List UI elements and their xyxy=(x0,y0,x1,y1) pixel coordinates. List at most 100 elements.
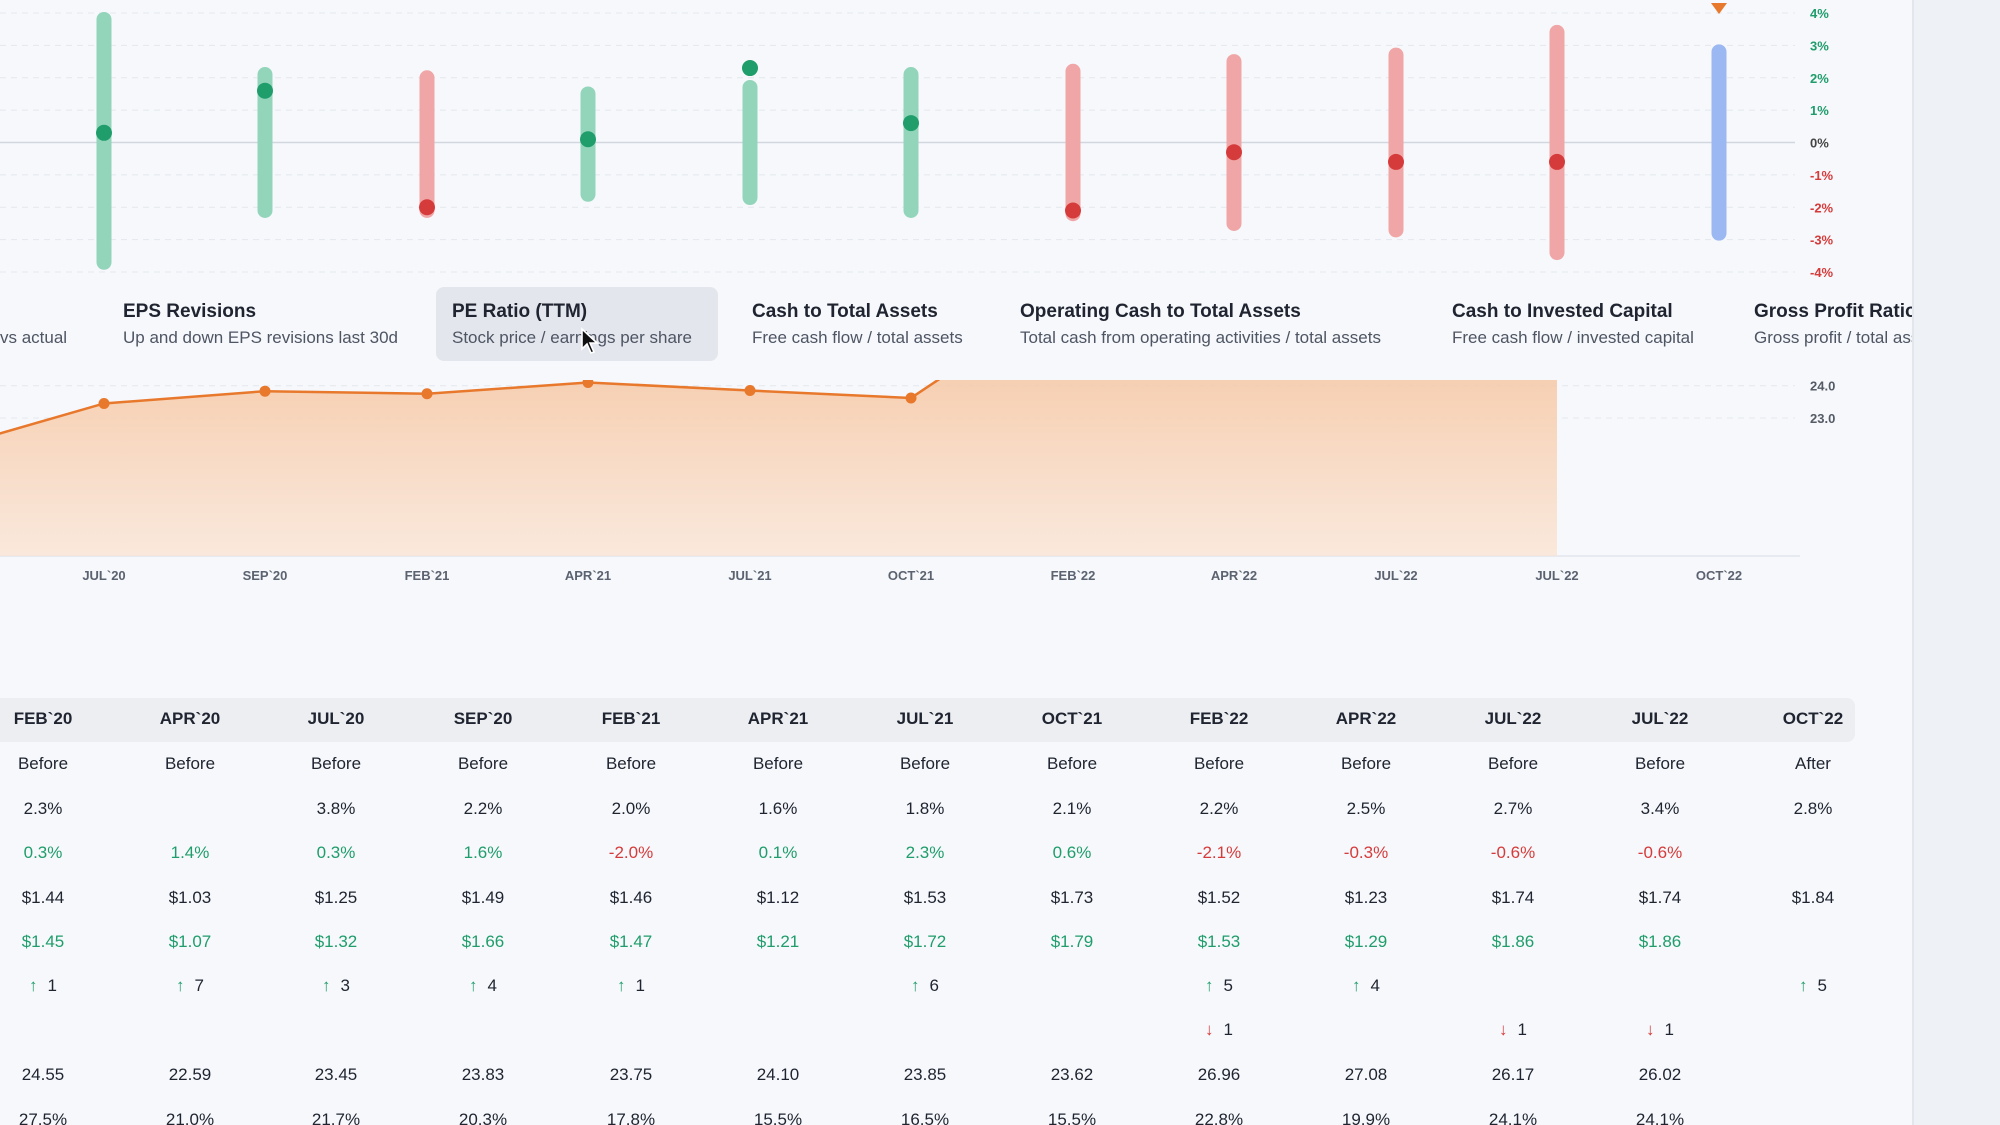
card-subtitle: Free cash flow / invested capital xyxy=(1452,328,1694,347)
metric-cell: 17.8% xyxy=(606,1110,656,1125)
card-subtitle: vs actual xyxy=(0,328,68,347)
move-cell: 0.6% xyxy=(1052,843,1092,862)
pe-ratio-cell: 23.83 xyxy=(461,1065,505,1084)
range-cell: 2.3% xyxy=(23,799,63,818)
timing-cell: Before xyxy=(1634,754,1686,773)
arrow-down-icon: ↓ xyxy=(1499,1020,1508,1039)
timing-cell: Before xyxy=(1193,754,1245,773)
revisions-up-cell: ↑ 5 xyxy=(1146,976,1292,996)
metric-card-operating-cash-to-total-assets[interactable]: Operating Cash to Total Assets Total cas… xyxy=(1020,287,1420,361)
move-cell: -2.1% xyxy=(1196,843,1242,862)
revisions-down-cell: ↓ 1 xyxy=(1587,1020,1733,1040)
mouse-cursor-icon xyxy=(581,327,600,354)
move-point xyxy=(742,60,758,77)
column-header: FEB`21 xyxy=(601,709,661,728)
metric-cell: 15.5% xyxy=(753,1110,803,1125)
column-header: OCT`22 xyxy=(1782,709,1844,728)
column-header: SEP`20 xyxy=(453,709,513,728)
x-tick-label: FEB`21 xyxy=(405,568,450,583)
revisions-up-cell: ↑ 4 xyxy=(410,976,556,996)
move-cell: 1.6% xyxy=(463,843,503,862)
revisions-count: 1 xyxy=(1664,1020,1674,1039)
y-tick-label: 23.0 xyxy=(1810,411,1835,426)
move-point xyxy=(903,115,919,132)
arrow-up-icon: ↑ xyxy=(322,976,331,995)
metric-card-gross-profit-ratio[interactable]: Gross Profit Ratio Gross profit / total … xyxy=(1754,287,1912,361)
metric-cell: 22.8% xyxy=(1194,1110,1244,1125)
metric-card-cash-to-total-assets[interactable]: Cash to Total Assets Free cash flow / to… xyxy=(752,287,1002,361)
pe-ratio-point xyxy=(905,392,917,404)
range-cell: 3.4% xyxy=(1640,799,1680,818)
y-tick-label: 24.0 xyxy=(1810,380,1835,394)
timing-cell: Before xyxy=(457,754,509,773)
arrow-up-icon: ↑ xyxy=(1352,976,1361,995)
arrow-up-icon: ↑ xyxy=(1799,976,1808,995)
pe-ratio-cell: 23.75 xyxy=(609,1065,653,1084)
y-tick-label: 4% xyxy=(1810,6,1829,21)
pe-ratio-cell: 23.85 xyxy=(903,1065,947,1084)
eps-actual-cell: $1.86 xyxy=(1638,932,1682,951)
revisions-up-cell: ↑ 7 xyxy=(117,976,263,996)
move-point xyxy=(1549,153,1565,170)
eps-estimate-cell: $1.52 xyxy=(1197,888,1241,907)
y-tick-label: -4% xyxy=(1810,265,1834,280)
eps-actual-cell: $1.86 xyxy=(1491,932,1535,951)
eps-estimate-cell: $1.49 xyxy=(461,888,505,907)
move-cell: 0.3% xyxy=(316,843,356,862)
x-tick-label: SEP`20 xyxy=(243,568,288,583)
timing-cell: Before xyxy=(1487,754,1539,773)
revisions-count: 6 xyxy=(929,976,939,995)
arrow-up-icon: ↑ xyxy=(1205,976,1214,995)
range-cell: 2.8% xyxy=(1793,799,1833,818)
timing-cell: Before xyxy=(310,754,362,773)
arrow-up-icon: ↑ xyxy=(617,976,626,995)
metric-cell: 21.7% xyxy=(311,1110,361,1125)
pe-ratio-point xyxy=(259,385,271,397)
metric-cell: 24.1% xyxy=(1488,1110,1538,1125)
move-cell: 1.4% xyxy=(170,843,210,862)
revisions-count: 5 xyxy=(1223,976,1233,995)
move-point xyxy=(96,124,112,141)
eps-actual-cell: $1.72 xyxy=(903,932,947,951)
revisions-count: 3 xyxy=(340,976,350,995)
next-earnings-marker-icon xyxy=(1711,3,1727,14)
card-subtitle: Free cash flow / total assets xyxy=(752,328,963,347)
earnings-move-range-chart: 4% 3% 2% 1% 0% -1% -2% -3% -4% xyxy=(0,3,1834,280)
revisions-count: 4 xyxy=(1370,976,1380,995)
eps-actual-cell: $1.79 xyxy=(1050,932,1094,951)
card-subtitle: Gross profit / total assets xyxy=(1754,328,1912,347)
card-title: Operating Cash to Total Assets xyxy=(1020,301,1301,322)
metric-card-eps-revisions[interactable]: EPS Revisions Up and down EPS revisions … xyxy=(123,287,423,361)
revisions-up-cell: ↑ 4 xyxy=(1293,976,1439,996)
card-title: Cash to Total Assets xyxy=(752,301,938,322)
column-header: JUL`20 xyxy=(307,709,365,728)
pe-ratio-cell: 23.62 xyxy=(1050,1065,1094,1084)
metric-card-pe-ratio[interactable]: PE Ratio (TTM) Stock price / earnings pe… xyxy=(436,287,718,361)
revisions-count: 1 xyxy=(1223,1020,1233,1039)
eps-actual-cell: $1.47 xyxy=(609,932,653,951)
y-tick-label: -2% xyxy=(1810,200,1834,215)
metric-card-eps-surprise[interactable]: vs actual xyxy=(0,287,110,361)
earnings-panel: 4% 3% 2% 1% 0% -1% -2% -3% -4% vs actual EPS Rev… xyxy=(0,3,1912,1125)
card-subtitle: Up and down EPS revisions last 30d xyxy=(123,328,398,347)
move-cell: -0.3% xyxy=(1343,843,1389,862)
pe-ratio-area xyxy=(0,380,1557,556)
eps-estimate-cell: $1.12 xyxy=(756,888,800,907)
card-title: Gross Profit Ratio xyxy=(1754,301,1912,322)
revisions-down-cell: ↓ 1 xyxy=(1146,1020,1292,1040)
eps-estimate-cell: $1.44 xyxy=(21,888,65,907)
pe-ratio-point xyxy=(98,397,110,409)
metric-card-cash-to-invested-capital[interactable]: Cash to Invested Capital Free cash flow … xyxy=(1452,287,1722,361)
pe-ratio-cell: 26.96 xyxy=(1197,1065,1241,1084)
move-point xyxy=(419,199,435,216)
eps-actual-cell: $1.66 xyxy=(461,932,505,951)
metric-cell: 20.3% xyxy=(458,1110,508,1125)
range-cell: 2.0% xyxy=(611,799,651,818)
eps-actual-cell: $1.21 xyxy=(756,932,800,951)
y-tick-label: -1% xyxy=(1810,168,1834,183)
arrow-up-icon: ↑ xyxy=(176,976,185,995)
y-tick-label: 3% xyxy=(1810,38,1829,53)
metric-cell: 21.0% xyxy=(165,1110,215,1125)
move-cell: 2.3% xyxy=(905,843,945,862)
revisions-up-cell: ↑ 1 xyxy=(0,976,116,996)
